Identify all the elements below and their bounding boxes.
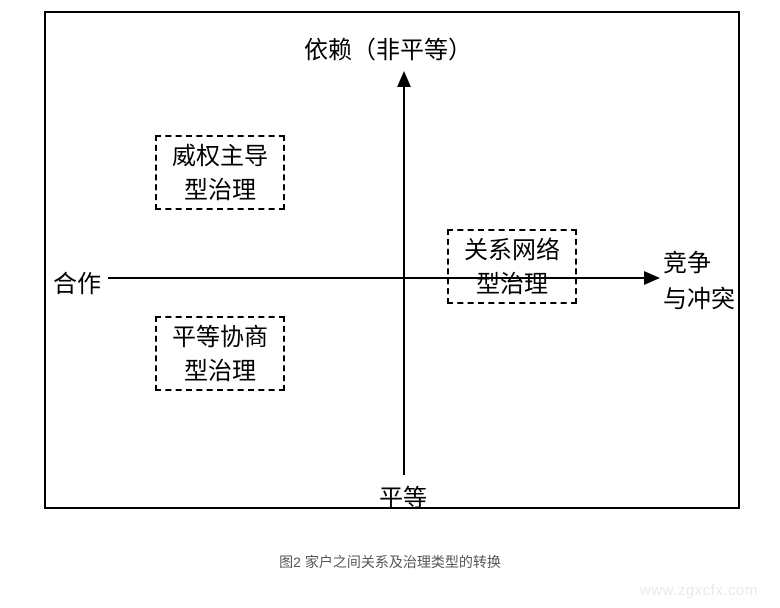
quad-box-top-left-line1: 威权主导 bbox=[157, 141, 283, 175]
axis-label-top: 依赖（非平等） bbox=[304, 30, 472, 65]
quad-box-bottom-left: 平等协商 型治理 bbox=[155, 316, 285, 391]
quad-box-top-left: 威权主导 型治理 bbox=[155, 135, 285, 210]
axis-label-right-line1: 竞争 bbox=[663, 246, 735, 282]
quad-box-right-line2: 型治理 bbox=[449, 269, 575, 303]
figure-caption: 图2 家户之间关系及治理类型的转换 bbox=[0, 552, 780, 572]
axis-label-right: 竞争 与冲突 bbox=[663, 246, 735, 318]
quad-box-bottom-left-line1: 平等协商 bbox=[157, 322, 283, 356]
quad-box-bottom-left-line2: 型治理 bbox=[157, 356, 283, 390]
quad-box-right-line1: 关系网络 bbox=[449, 235, 575, 269]
quad-box-right: 关系网络 型治理 bbox=[447, 229, 577, 304]
quad-box-top-left-line2: 型治理 bbox=[157, 175, 283, 209]
watermark: www.zgxcfx.com bbox=[640, 582, 758, 599]
axis-label-bottom: 平等 bbox=[379, 478, 427, 513]
axis-label-left: 合作 bbox=[53, 264, 101, 299]
axis-label-right-line2: 与冲突 bbox=[663, 282, 735, 318]
